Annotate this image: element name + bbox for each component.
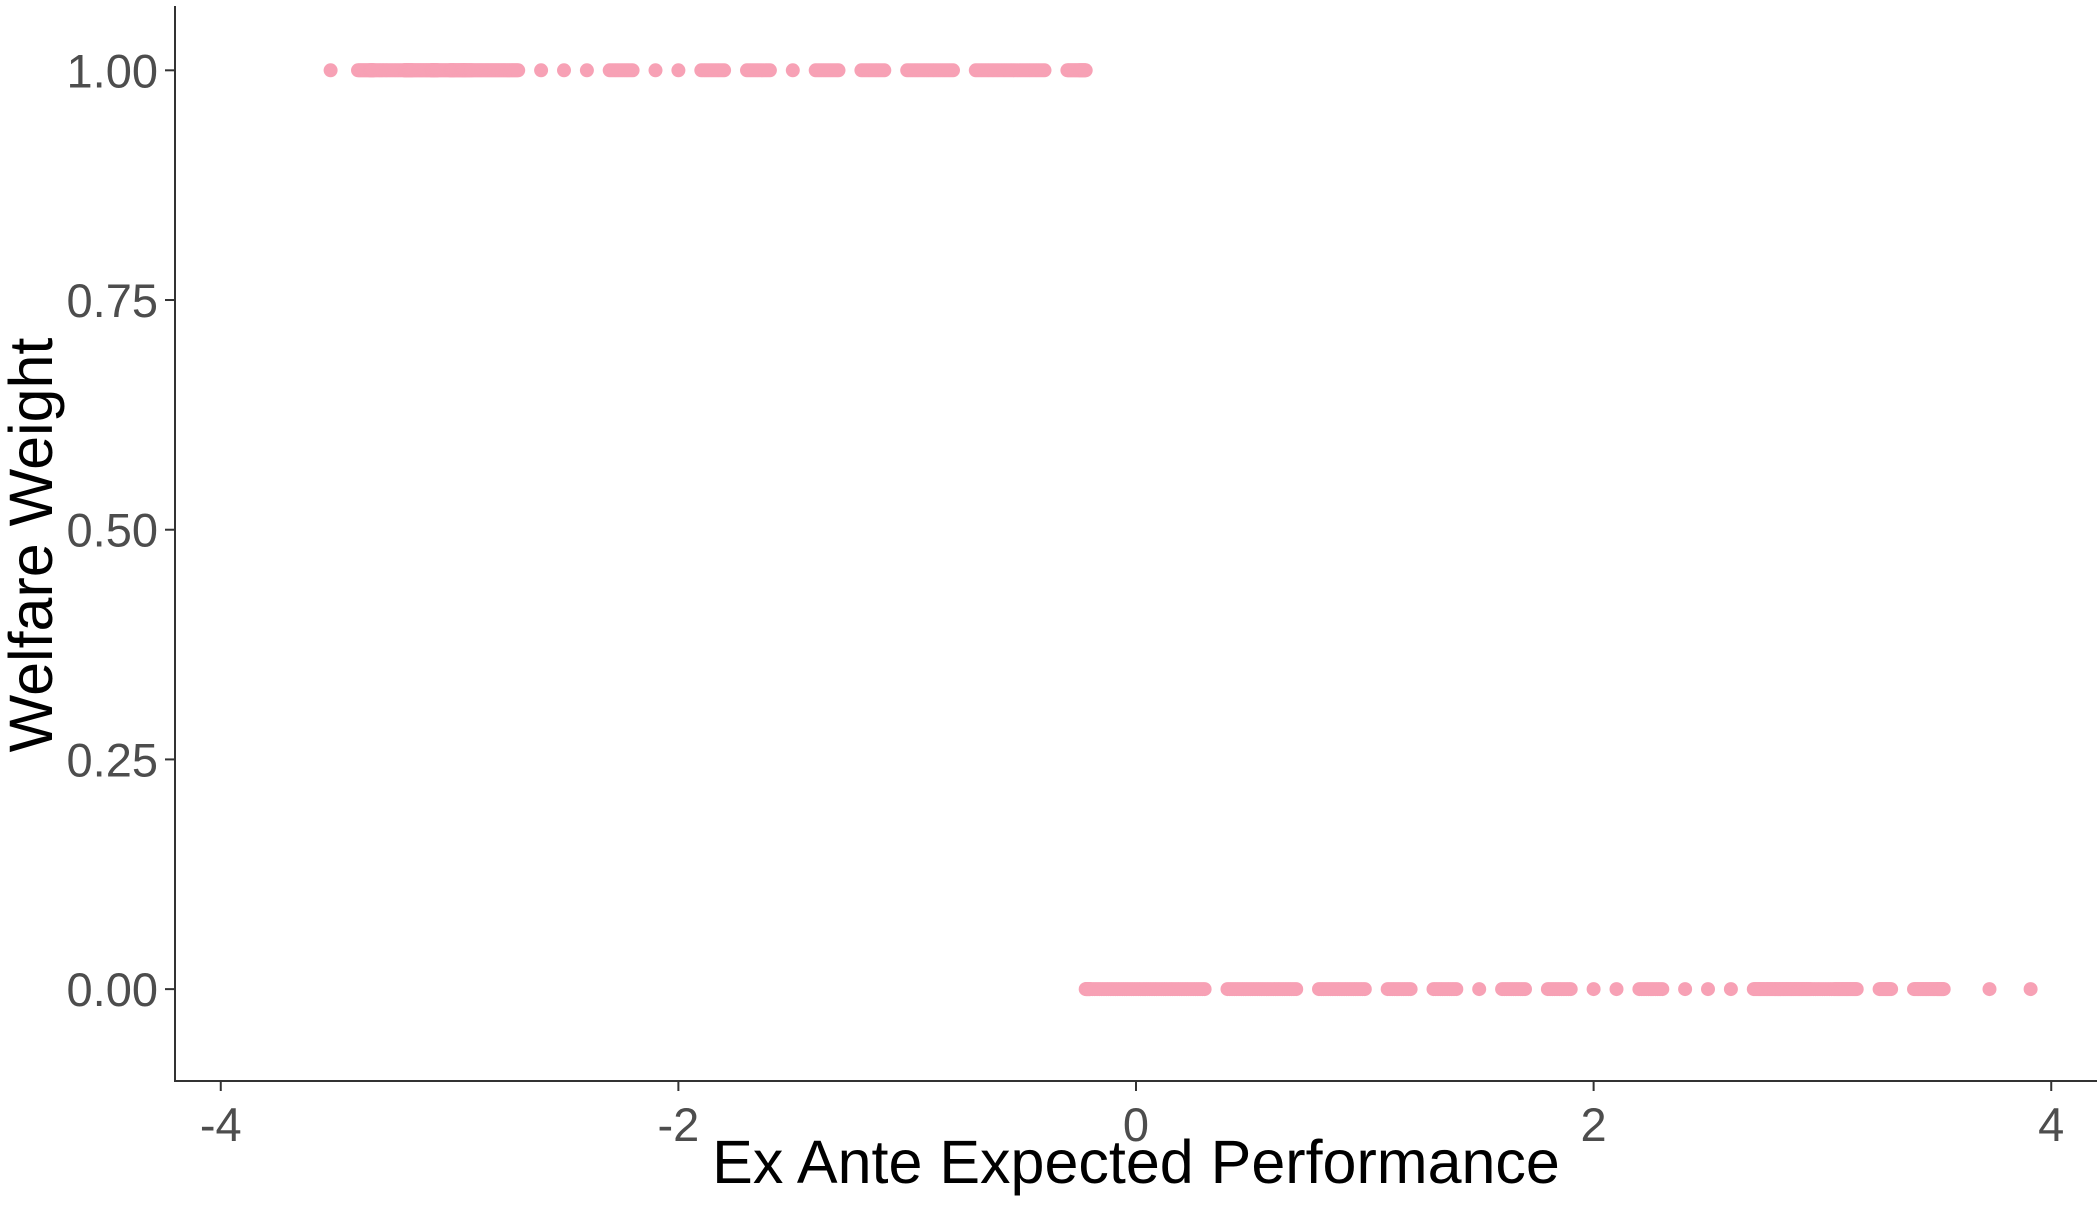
data-point bbox=[762, 63, 777, 78]
data-point bbox=[1563, 982, 1578, 997]
data-point bbox=[1289, 982, 1304, 997]
data-point bbox=[1197, 982, 1212, 997]
x-tick-label: -2 bbox=[657, 1098, 699, 1151]
y-tick-label: 0.75 bbox=[67, 274, 158, 327]
data-point bbox=[1586, 982, 1601, 997]
x-tick-label: 4 bbox=[2038, 1098, 2064, 1151]
data-point bbox=[648, 63, 663, 78]
data-point bbox=[1655, 982, 1670, 997]
data-point bbox=[1884, 982, 1899, 997]
data-point bbox=[1849, 982, 1864, 997]
data-point bbox=[671, 63, 686, 78]
data-point bbox=[534, 63, 549, 78]
data-point bbox=[1472, 982, 1487, 997]
data-point bbox=[1982, 982, 1997, 997]
data-point bbox=[511, 63, 526, 78]
data-point bbox=[1723, 982, 1738, 997]
data-point bbox=[1357, 982, 1372, 997]
data-point bbox=[1403, 982, 1418, 997]
x-tick-label: 0 bbox=[1123, 1098, 1149, 1151]
x-tick-label: 2 bbox=[1581, 1098, 1607, 1151]
points-layer bbox=[323, 63, 2038, 997]
data-point bbox=[323, 63, 338, 78]
data-point bbox=[1037, 63, 1052, 78]
data-point bbox=[1678, 982, 1693, 997]
data-point bbox=[1518, 982, 1532, 997]
y-tick-label: 1.00 bbox=[67, 44, 158, 97]
data-point bbox=[1609, 982, 1624, 997]
data-point bbox=[785, 63, 800, 78]
axes-layer bbox=[174, 6, 2097, 1082]
y-tick-label: 0.00 bbox=[67, 963, 158, 1016]
y-tick-label: 0.50 bbox=[67, 504, 158, 557]
data-point bbox=[557, 63, 571, 78]
ticks-layer: -4 -2 0 2 4 0.00 0.25 0.50 0.75 1.00 bbox=[67, 44, 2065, 1151]
data-point bbox=[1701, 982, 1715, 997]
data-point bbox=[1936, 982, 1951, 997]
x-axis-title: Ex Ante Expected Performance bbox=[712, 1128, 1560, 1196]
data-point bbox=[1078, 63, 1093, 78]
y-axis-title: Welfare Weight bbox=[0, 338, 65, 753]
data-point bbox=[579, 63, 594, 78]
data-point bbox=[2023, 982, 2038, 997]
data-point bbox=[625, 63, 640, 78]
data-point bbox=[877, 63, 892, 78]
data-point bbox=[831, 63, 846, 78]
y-tick-label: 0.25 bbox=[67, 733, 158, 786]
data-point bbox=[946, 63, 960, 78]
x-tick-label: -4 bbox=[200, 1098, 242, 1151]
data-point bbox=[1449, 982, 1464, 997]
data-point bbox=[717, 63, 732, 78]
